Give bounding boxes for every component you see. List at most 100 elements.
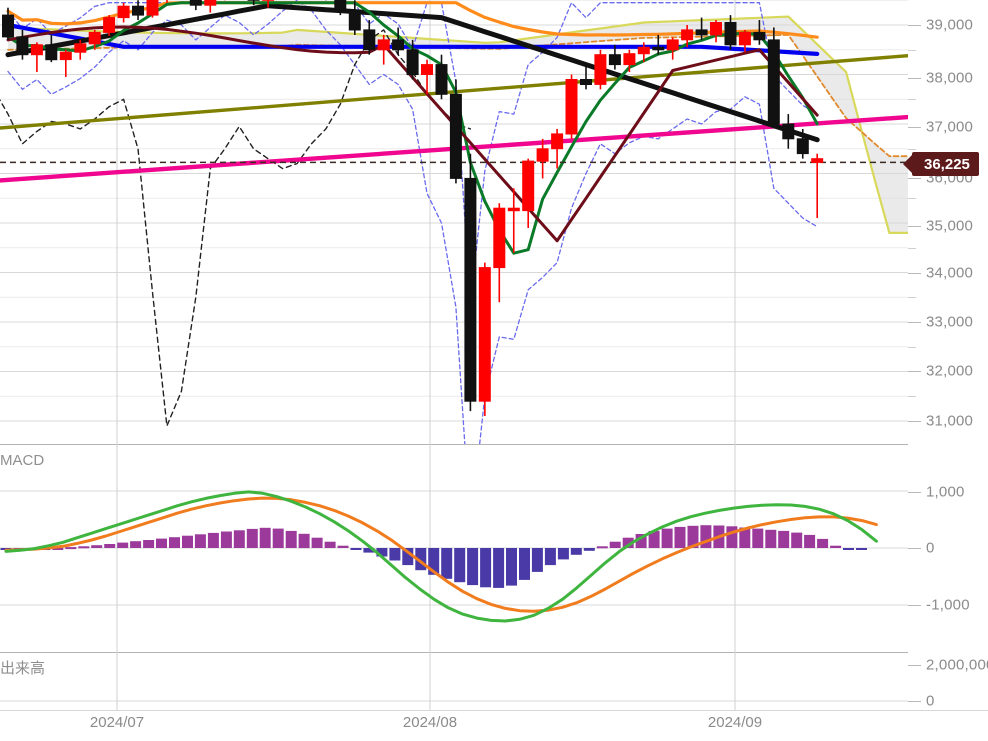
price-axis-minor-2-tick	[908, 148, 916, 150]
date-axis-label-0: 2024/07	[89, 714, 145, 731]
price-axis: 39,000 38,000 37,000 36,000 35,000 34,000 33,0…	[908, 0, 988, 741]
candle-body	[132, 5, 144, 16]
date-axis: 2024/07 2024/08 2024/09	[0, 710, 908, 741]
candle-body	[724, 22, 737, 46]
macd-histogram-bar	[285, 530, 297, 548]
price-axis-2-label: 37,000	[926, 118, 974, 136]
macd-histogram-bar	[480, 548, 492, 588]
macd-histogram-bar	[415, 548, 427, 571]
candle-body	[507, 207, 520, 212]
macd-histogram-bar	[259, 527, 271, 548]
macd-histogram-bar	[817, 538, 829, 548]
price-axis-3-tick	[908, 178, 921, 179]
macd-histogram-bar	[130, 541, 142, 548]
macd-axis-0-label: 1,000	[926, 483, 965, 501]
candle-body	[623, 53, 636, 66]
macd-histogram-bar	[182, 535, 193, 548]
bollinger-lower-line	[7, 0, 818, 444]
candle-body	[594, 54, 607, 85]
volume-chart-canvas	[0, 652, 908, 710]
candle-body	[478, 267, 491, 402]
price-axis-7-tick	[908, 371, 921, 372]
current-price-flag: 36,225	[912, 152, 979, 176]
volume-chart-panel[interactable]	[0, 652, 908, 710]
price-axis-5-tick	[908, 273, 921, 274]
price-axis-5-label: 34,000	[926, 264, 974, 282]
macd-histogram-bar	[376, 548, 388, 557]
candle-body	[88, 31, 101, 45]
macd-histogram-bar	[506, 548, 517, 586]
macd-histogram-bar	[467, 548, 479, 586]
candle-body	[449, 93, 462, 179]
price-axis-minor-7-tick	[908, 396, 916, 398]
macd-histogram-bar	[91, 545, 103, 548]
macd-histogram-bar	[765, 529, 777, 548]
price-axis-6-tick	[908, 322, 921, 323]
price-axis-0-label: 39,000	[926, 16, 974, 34]
candle-body	[536, 148, 549, 162]
candle-body	[637, 46, 650, 55]
macd-histogram-bar	[246, 528, 258, 548]
price-axis-minor-5-tick	[908, 297, 916, 299]
macd-histogram-bar	[557, 548, 569, 560]
price-chart-canvas	[0, 0, 908, 444]
price-axis-minor-4-tick	[908, 247, 916, 249]
price-axis-minor-1-tick	[908, 99, 916, 101]
macd-histogram-bar	[635, 534, 647, 548]
price-axis-7-label: 32,000	[926, 362, 974, 380]
price-axis-2-tick	[908, 127, 921, 128]
candle-body	[363, 29, 376, 51]
candle-body	[695, 29, 708, 36]
macd-histogram-bar	[52, 548, 64, 550]
macd-histogram-bar	[363, 548, 375, 553]
macd-histogram-bar	[700, 525, 712, 548]
volume-axis-1-label: 0	[926, 692, 935, 710]
price-chart-panel[interactable]	[0, 0, 908, 444]
price-axis-6-label: 33,000	[926, 313, 974, 331]
macd-chart-panel[interactable]	[0, 444, 908, 652]
candle-body	[103, 17, 116, 33]
macd-histogram-bar	[648, 530, 660, 548]
macd-histogram-bar	[609, 541, 621, 548]
candle-body	[767, 39, 780, 125]
macd-axis-0-tick	[908, 492, 921, 493]
candle-body	[565, 79, 578, 135]
candle-body	[421, 64, 433, 75]
macd-histogram-bar	[583, 548, 595, 551]
candle-body	[189, 0, 202, 6]
candle-body	[753, 31, 766, 41]
macd-histogram-bar	[220, 531, 232, 548]
macd-histogram-bar	[389, 548, 401, 561]
volume-axis-0-label: 2,000,000	[926, 656, 988, 674]
date-axis-label-1: 2024/08	[402, 714, 458, 731]
candle-body	[16, 36, 29, 56]
candle-body	[59, 51, 72, 61]
macd-histogram-bar	[156, 538, 167, 548]
macd-histogram-bar	[544, 548, 556, 566]
price-axis-1-tick	[908, 78, 921, 79]
candle-body	[522, 160, 535, 212]
macd-histogram	[0, 525, 867, 588]
macd-histogram-bar	[493, 548, 505, 588]
macd-histogram-bar	[791, 532, 803, 548]
macd-histogram-bar	[687, 525, 699, 548]
candle-body	[392, 39, 405, 51]
macd-histogram-bar	[622, 537, 634, 548]
candle-body	[681, 29, 694, 41]
candle-body	[710, 22, 722, 36]
candle-body	[782, 123, 795, 140]
date-axis-label-2: 2024/09	[707, 714, 763, 731]
macd-histogram-bar	[661, 528, 673, 548]
price-axis-8-tick	[908, 421, 921, 422]
candle-body	[45, 44, 58, 61]
candle-body	[493, 207, 506, 269]
macd-axis-1-tick	[908, 548, 921, 549]
candle-body	[811, 158, 824, 163]
candlestick-series	[2, 0, 824, 417]
axis-divider	[0, 710, 988, 711]
candle-body	[551, 133, 564, 150]
candle-body	[348, 9, 361, 31]
candle-body	[377, 39, 390, 51]
macd-histogram-bar	[596, 546, 608, 549]
